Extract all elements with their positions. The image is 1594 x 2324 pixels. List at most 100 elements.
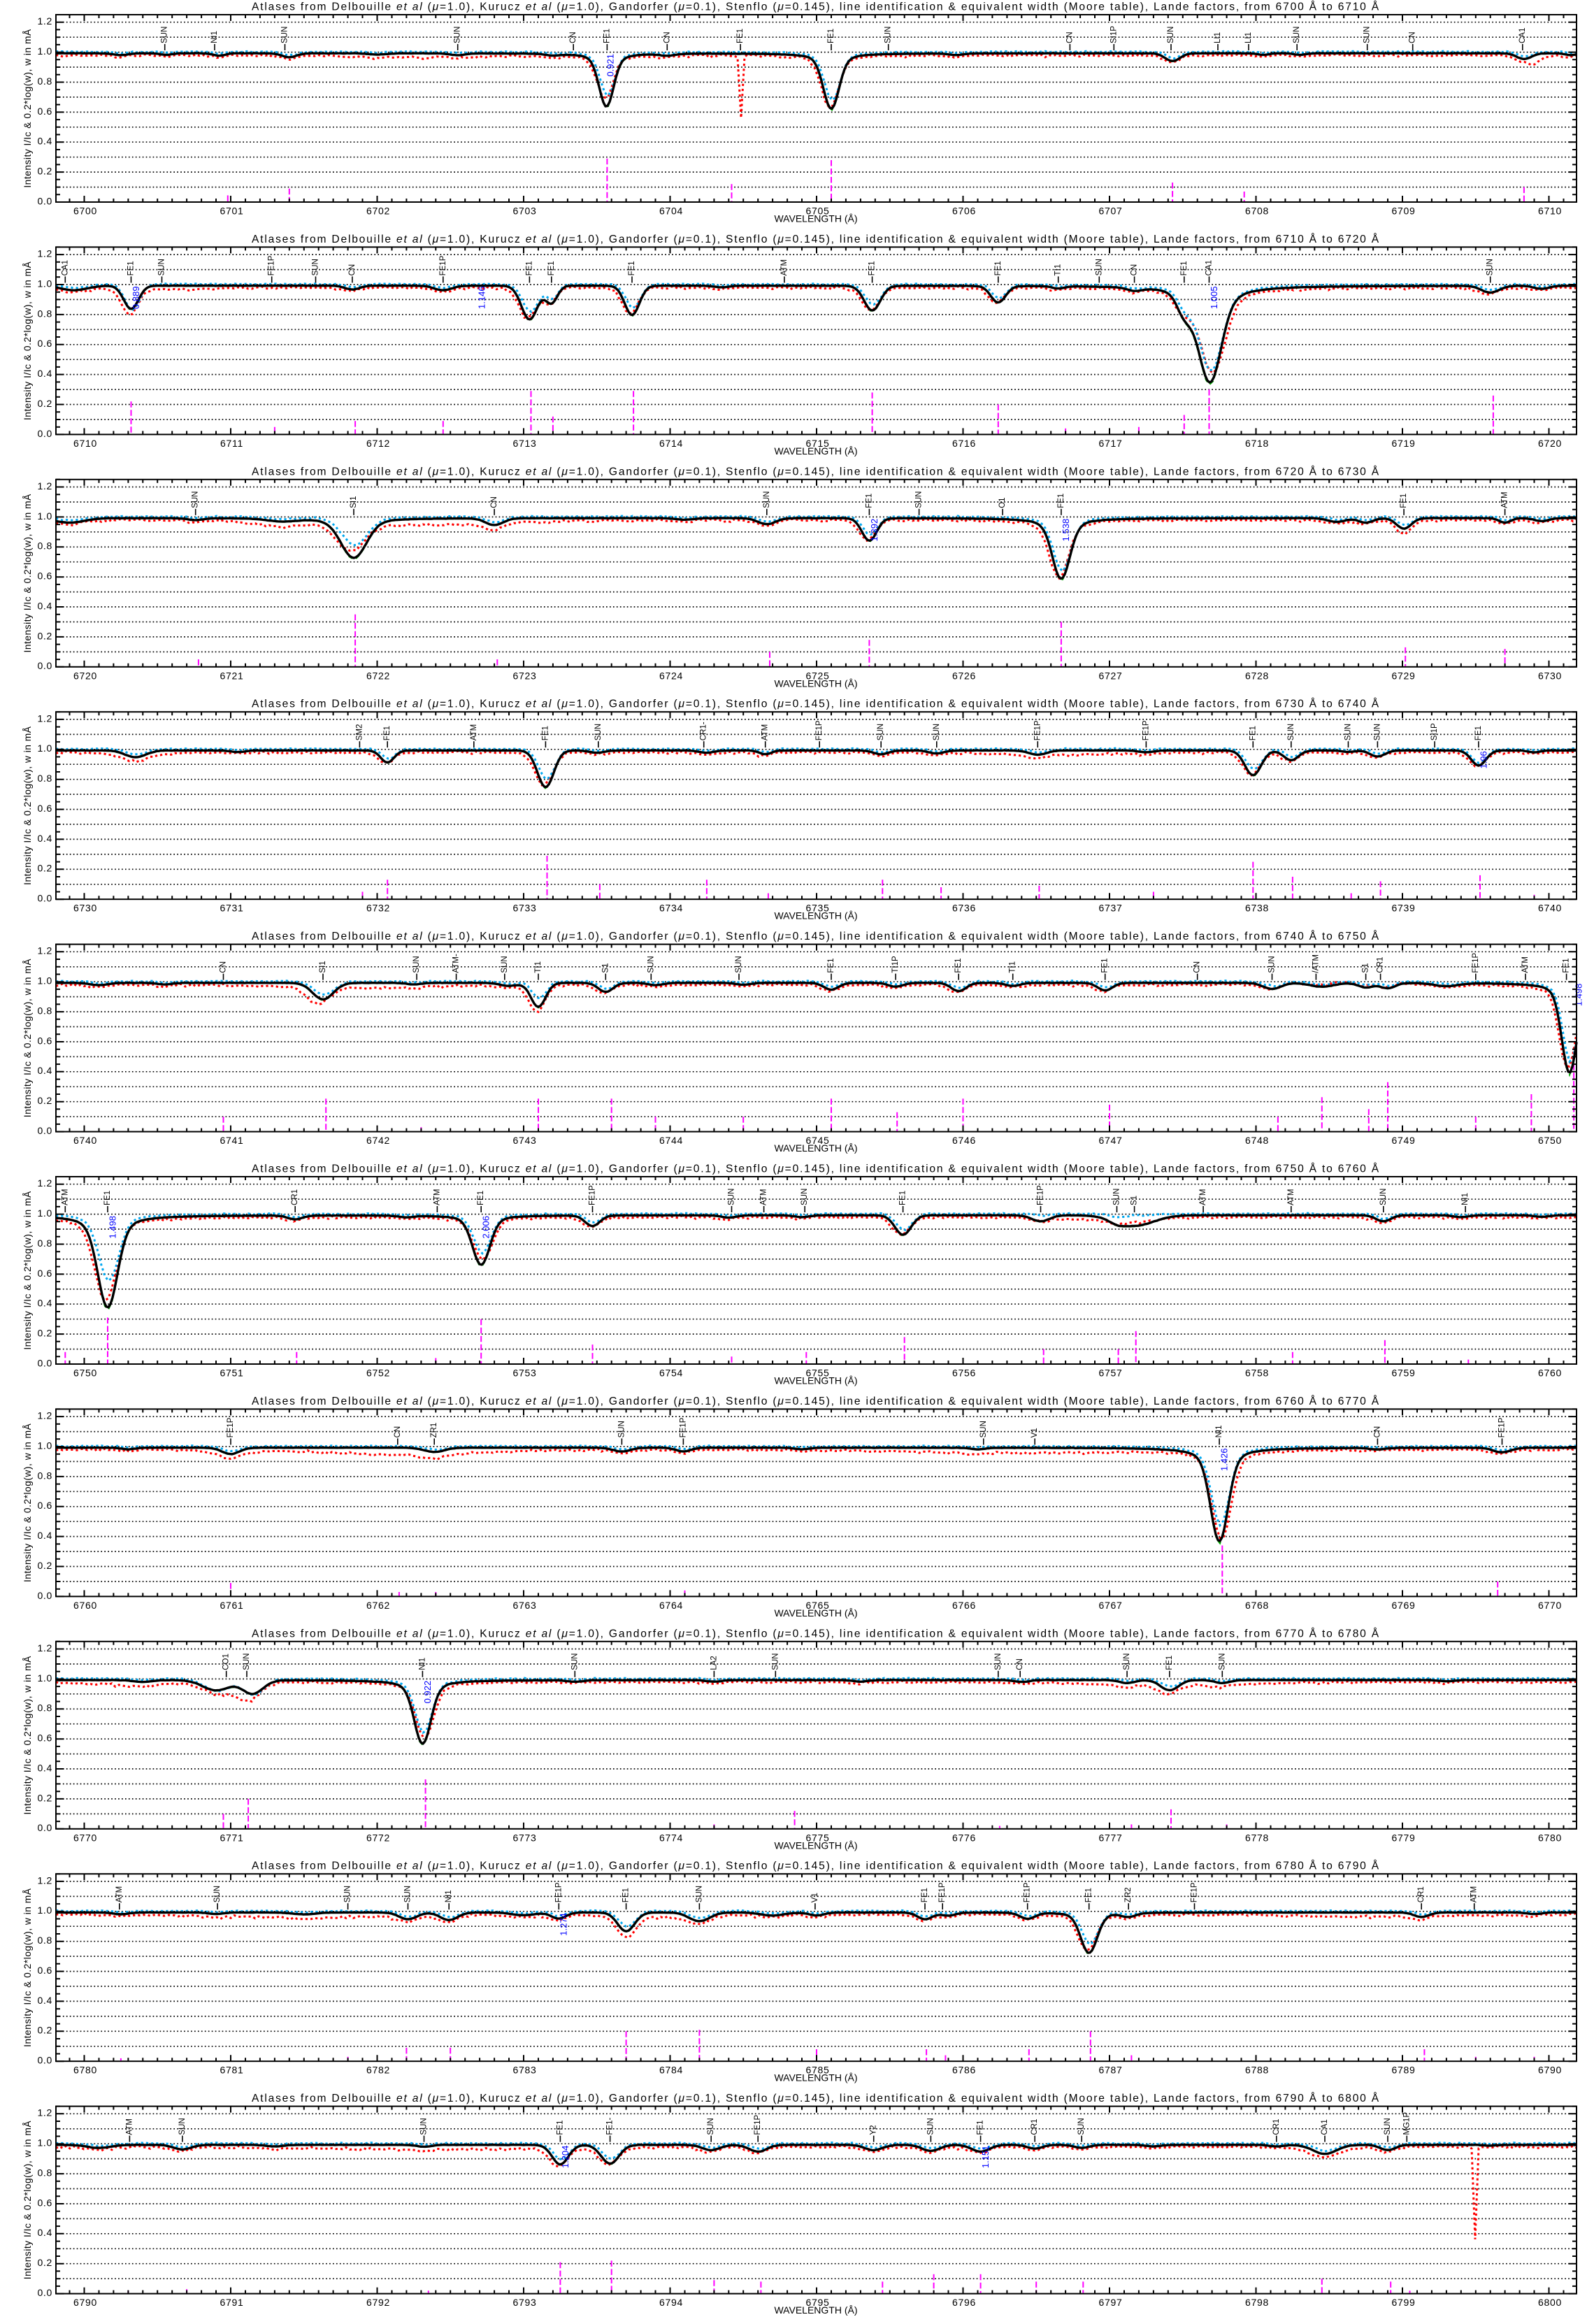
svg-text:NI1: NI1: [210, 31, 219, 43]
svg-text:TI1: TI1: [534, 961, 543, 973]
svg-text:FE1: FE1: [127, 261, 136, 275]
svg-text:SUN: SUN: [243, 1654, 251, 1670]
svg-text:NI1: NI1: [1461, 1193, 1470, 1205]
svg-text:FE1P: FE1P: [227, 1417, 235, 1437]
svg-text:WAVELENGTH (Å): WAVELENGTH (Å): [774, 445, 857, 457]
svg-text:6737: 6737: [1099, 903, 1123, 914]
svg-text:SUN: SUN: [1293, 27, 1301, 43]
svg-text:6797: 6797: [1099, 2297, 1123, 2308]
svg-text:6711: 6711: [220, 438, 243, 449]
svg-text:Intensity I/Ic & 0.2*log(w), w: Intensity I/Ic & 0.2*log(w), w in mÅ: [22, 2121, 33, 2280]
svg-text:6738: 6738: [1245, 903, 1269, 914]
svg-text:Atlases from Delbouille et al: Atlases from Delbouille et al (μ=1.0), K…: [252, 929, 1380, 942]
svg-text:ATM: ATM: [1199, 1189, 1207, 1205]
svg-text:LI1: LI1: [1244, 32, 1253, 43]
svg-text:SUN: SUN: [1287, 724, 1295, 740]
svg-text:FE1: FE1: [1249, 726, 1257, 740]
svg-text:SUN: SUN: [344, 1886, 352, 1902]
svg-text:0.8: 0.8: [37, 76, 52, 87]
svg-text:1.0: 1.0: [37, 510, 52, 522]
svg-text:ATM: ATM: [115, 1886, 124, 1902]
svg-text:FE1: FE1: [865, 494, 873, 508]
svg-text:6790: 6790: [1538, 2065, 1562, 2076]
svg-text:ATM: ATM: [433, 1189, 441, 1205]
svg-text:SUN: SUN: [1344, 724, 1353, 740]
svg-text:0.2: 0.2: [37, 2257, 52, 2268]
svg-text:0.4: 0.4: [37, 1065, 52, 1076]
svg-text:6750: 6750: [1538, 1135, 1562, 1146]
svg-text:0.0: 0.0: [37, 660, 52, 671]
svg-text:0.4: 0.4: [37, 1298, 52, 1309]
svg-text:6783: 6783: [513, 2065, 537, 2076]
svg-text:6735: 6735: [806, 903, 830, 914]
svg-text:SUN: SUN: [728, 1189, 736, 1205]
svg-text:0.0: 0.0: [37, 2287, 52, 2298]
svg-text:6712: 6712: [366, 438, 390, 449]
svg-text:FE1P: FE1P: [1472, 953, 1480, 973]
svg-text:1.146: 1.146: [476, 286, 487, 309]
svg-text:0.6: 0.6: [37, 803, 52, 814]
svg-text:6736: 6736: [952, 903, 976, 914]
svg-text:SUN: SUN: [647, 956, 655, 973]
svg-text:1.274: 1.274: [559, 1913, 569, 1936]
svg-text:0.8: 0.8: [37, 773, 52, 784]
svg-text:0.922: 0.922: [422, 1681, 433, 1704]
svg-text:1.2: 1.2: [37, 1410, 52, 1421]
svg-text:SUN: SUN: [1077, 2118, 1086, 2135]
svg-text:6703: 6703: [513, 206, 537, 217]
svg-text:WAVELENGTH (Å): WAVELENGTH (Å): [774, 1839, 857, 1851]
svg-text:WAVELENGTH (Å): WAVELENGTH (Å): [774, 910, 857, 921]
svg-text:FE1: FE1: [994, 261, 1003, 275]
svg-text:6792: 6792: [366, 2297, 390, 2308]
svg-text:1.2: 1.2: [37, 15, 52, 27]
svg-text:CN: CN: [1016, 1658, 1024, 1670]
svg-text:SI1P: SI1P: [1110, 26, 1118, 43]
svg-text:1.498: 1.498: [1574, 984, 1584, 1007]
svg-text:FE1: FE1: [477, 1191, 485, 1205]
svg-text:CR1: CR1: [1031, 2119, 1039, 2135]
svg-text:CA1: CA1: [1518, 28, 1527, 43]
svg-text:WAVELENGTH (Å): WAVELENGTH (Å): [774, 213, 857, 224]
svg-text:6782: 6782: [366, 2065, 390, 2076]
svg-text:0.889: 0.889: [131, 286, 141, 309]
svg-text:FE1: FE1: [977, 2121, 985, 2135]
svg-text:6766: 6766: [952, 1600, 976, 1611]
svg-text:SUN: SUN: [1363, 27, 1372, 43]
svg-text:ATM: ATM: [780, 259, 789, 275]
svg-text:SUN: SUN: [1268, 956, 1277, 973]
svg-text:6709: 6709: [1392, 206, 1416, 217]
svg-text:6787: 6787: [1099, 2065, 1123, 2076]
svg-text:WAVELENGTH (Å): WAVELENGTH (Å): [774, 1375, 857, 1386]
svg-text:0.6: 0.6: [37, 1500, 52, 1511]
svg-text:6768: 6768: [1245, 1600, 1269, 1611]
svg-text:Intensity I/Ic & 0.2*log(w), w: Intensity I/Ic & 0.2*log(w), w in mÅ: [22, 261, 33, 420]
svg-text:6714: 6714: [659, 438, 683, 449]
svg-text:0.0: 0.0: [37, 1590, 52, 1601]
svg-text:1.2: 1.2: [37, 2107, 52, 2118]
svg-text:6749: 6749: [1392, 1135, 1416, 1146]
svg-text:ATM: ATM: [1287, 1189, 1295, 1205]
svg-text:FE1: FE1: [622, 1888, 631, 1902]
svg-text:Y2: Y2: [870, 2125, 878, 2135]
svg-text:6798: 6798: [1245, 2297, 1269, 2308]
svg-text:ATM: ATM: [1521, 956, 1530, 973]
svg-text:6786: 6786: [952, 2065, 976, 2076]
svg-text:SUN: SUN: [420, 2118, 429, 2135]
svg-text:6734: 6734: [659, 903, 683, 914]
svg-text:FE1: FE1: [899, 1191, 907, 1205]
svg-text:MG1P: MG1P: [1402, 2112, 1411, 2135]
svg-text:6730: 6730: [73, 903, 97, 914]
svg-text:CN: CN: [348, 264, 357, 276]
svg-text:Atlases from Delbouille et al: Atlases from Delbouille et al (μ=1.0), K…: [252, 1859, 1380, 1872]
svg-text:6774: 6774: [659, 1832, 683, 1843]
svg-text:0.0: 0.0: [37, 1125, 52, 1136]
svg-text:SUN: SUN: [1384, 2118, 1392, 2135]
svg-text:SUN: SUN: [178, 2118, 187, 2135]
svg-text:6759: 6759: [1392, 1368, 1416, 1379]
svg-text:6743: 6743: [513, 1135, 537, 1146]
svg-text:CN: CN: [490, 496, 498, 508]
svg-text:1.538: 1.538: [1061, 519, 1071, 542]
svg-text:0.2: 0.2: [37, 1560, 52, 1571]
svg-text:Atlases from Delbouille et al: Atlases from Delbouille et al (μ=1.0), K…: [252, 1626, 1380, 1640]
svg-text:6761: 6761: [220, 1600, 244, 1611]
